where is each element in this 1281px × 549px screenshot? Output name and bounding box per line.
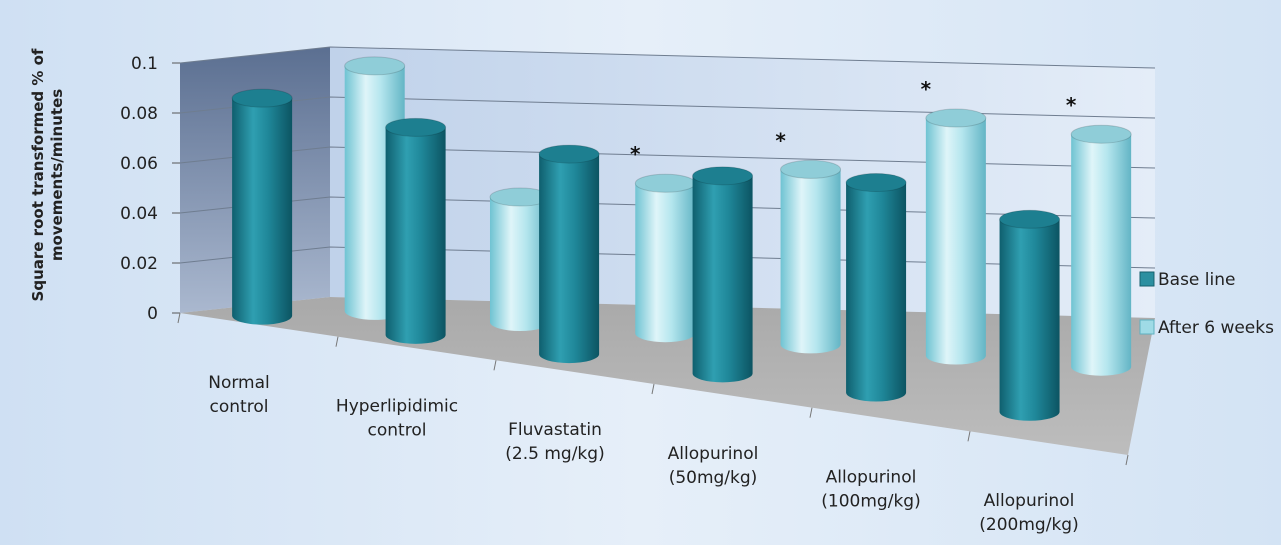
legend-swatch: [1139, 271, 1155, 287]
x-tick-label-line: Allopurinol: [668, 444, 759, 464]
x-tick-label-line: (50mg/kg): [669, 468, 758, 488]
baseline-bar-top: [538, 144, 600, 164]
after-6-weeks-bar-top: [344, 56, 406, 76]
baseline-bar-body: [232, 98, 293, 325]
baseline-bar: [385, 117, 447, 344]
after-6-weeks-bar: [780, 159, 842, 354]
significance-marker: *: [630, 142, 641, 166]
x-tick-label-line: Hyperlipidimic: [336, 397, 458, 417]
x-tick-label-line: (200mg/kg): [979, 515, 1078, 535]
after-6-weeks-bar: [489, 187, 551, 332]
legend-swatch: [1139, 319, 1155, 335]
x-tick-mark: [967, 431, 971, 442]
baseline-bar: [999, 209, 1061, 421]
after-6-weeks-bar: [634, 173, 696, 343]
baseline-bar: [692, 166, 754, 383]
baseline-bar-body: [692, 175, 753, 383]
significance-marker: *: [775, 128, 786, 152]
y-tick-label: 0.02: [120, 254, 158, 274]
gridline: [179, 46, 1156, 69]
after-6-weeks-bar-body: [1071, 134, 1132, 376]
after-6-weeks-bar-top: [1070, 124, 1132, 144]
after-6-weeks-bar: [1070, 124, 1132, 376]
after-6-weeks-bar-body: [489, 197, 550, 332]
x-tick-mark: [493, 360, 497, 371]
after-6-weeks-bar-body: [925, 118, 986, 365]
x-tick-label-line: Allopurinol: [826, 468, 917, 488]
baseline-bar: [231, 88, 293, 325]
gridline: [179, 146, 1156, 169]
after-6-weeks-bar-top: [925, 108, 987, 128]
y-axis-title-line: movements/minutes: [48, 89, 66, 261]
baseline-bar: [845, 173, 907, 402]
x-tick-mark: [335, 336, 339, 347]
y-tick-label: 0.08: [120, 104, 158, 124]
after-6-weeks-bar: [925, 108, 987, 365]
y-tick-label: 0.04: [120, 204, 158, 224]
baseline-bar-top: [385, 117, 447, 137]
legend-label: Base line: [1158, 270, 1235, 290]
y-tick-label: 0.06: [120, 154, 158, 174]
x-tick-mark: [177, 312, 181, 324]
baseline-bar-body: [539, 154, 600, 364]
x-tick-label-line: (2.5 mg/kg): [505, 444, 604, 464]
baseline-bar: [538, 144, 600, 364]
y-axis-title: Square root transformed % ofmovements/mi…: [29, 48, 66, 301]
baseline-bar-body: [999, 219, 1060, 421]
baseline-bar-body: [846, 182, 907, 402]
x-tick-label: Hyperlipidimic control: [336, 397, 458, 441]
baseline-bar-body: [385, 127, 446, 344]
x-tick-label-line: control: [210, 397, 269, 417]
labels-layer: 0 0.02 0.04 0.06 0.08 0.1 Square root transfor…: [29, 48, 1274, 535]
y-axis-title-line: Square root transformed % of: [29, 48, 47, 301]
x-tick-label-line: Allopurinol: [984, 491, 1075, 511]
x-tick-label: Normal control: [208, 373, 270, 417]
x-tick-label: Allopurinol (50mg/kg): [668, 444, 759, 488]
baseline-bar-top: [845, 173, 907, 193]
plot-area: [179, 46, 1156, 455]
x-tick-mark: [809, 407, 813, 418]
x-tick-label-line: Fluvastatin: [508, 420, 602, 440]
baseline-bar-top: [231, 88, 293, 108]
after-6-weeks-bar-body: [635, 183, 696, 343]
x-tick-label: Allopurinol (200mg/kg): [979, 491, 1078, 535]
significance-marker: *: [1066, 93, 1077, 117]
gridline: [179, 96, 1156, 119]
y-tick-label: 0.1: [131, 54, 158, 74]
x-tick-mark: [651, 383, 655, 395]
after-6-weeks-bar-top: [634, 173, 696, 193]
x-tick-label: Fluvastatin (2.5 mg/kg): [505, 420, 604, 464]
after-6-weeks-bar-body: [780, 169, 841, 354]
baseline-bar-top: [999, 209, 1061, 229]
y-tick-label: 0: [147, 304, 158, 324]
x-tick-mark: [1125, 454, 1129, 466]
significance-marker: *: [921, 77, 932, 101]
x-tick-label-line: Normal: [208, 373, 270, 393]
x-tick-label: Allopurinol (100mg/kg): [821, 468, 920, 512]
x-tick-label-line: control: [368, 421, 427, 441]
after-6-weeks-bar-top: [780, 159, 842, 179]
x-tick-label-line: (100mg/kg): [821, 492, 920, 512]
legend-label: After 6 weeks: [1158, 318, 1274, 338]
baseline-bar-top: [692, 166, 754, 186]
